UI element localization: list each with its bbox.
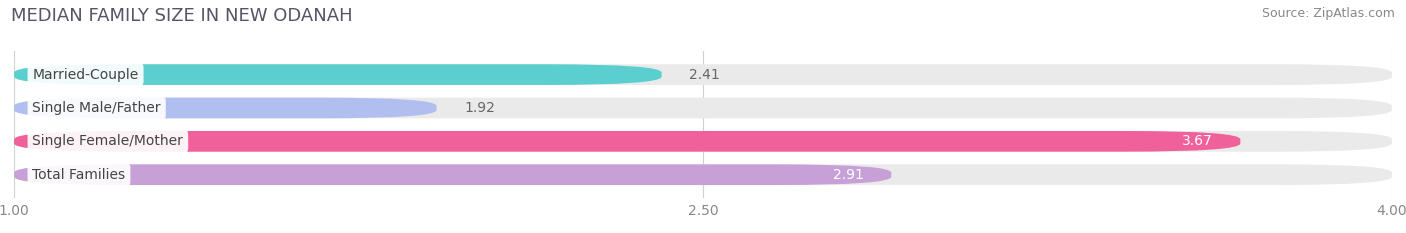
FancyBboxPatch shape [14,164,1392,185]
FancyBboxPatch shape [14,64,662,85]
FancyBboxPatch shape [14,98,437,118]
FancyBboxPatch shape [14,98,1392,118]
Text: Single Male/Father: Single Male/Father [32,101,160,115]
Text: MEDIAN FAMILY SIZE IN NEW ODANAH: MEDIAN FAMILY SIZE IN NEW ODANAH [11,7,353,25]
FancyBboxPatch shape [14,131,1392,152]
Text: Married-Couple: Married-Couple [32,68,139,82]
Text: Total Families: Total Families [32,168,125,182]
Text: 2.41: 2.41 [689,68,720,82]
Text: Source: ZipAtlas.com: Source: ZipAtlas.com [1261,7,1395,20]
Text: 3.67: 3.67 [1182,134,1213,148]
Text: 1.92: 1.92 [464,101,495,115]
FancyBboxPatch shape [14,164,891,185]
Text: 2.91: 2.91 [832,168,863,182]
Text: Single Female/Mother: Single Female/Mother [32,134,183,148]
FancyBboxPatch shape [14,64,1392,85]
FancyBboxPatch shape [14,131,1240,152]
